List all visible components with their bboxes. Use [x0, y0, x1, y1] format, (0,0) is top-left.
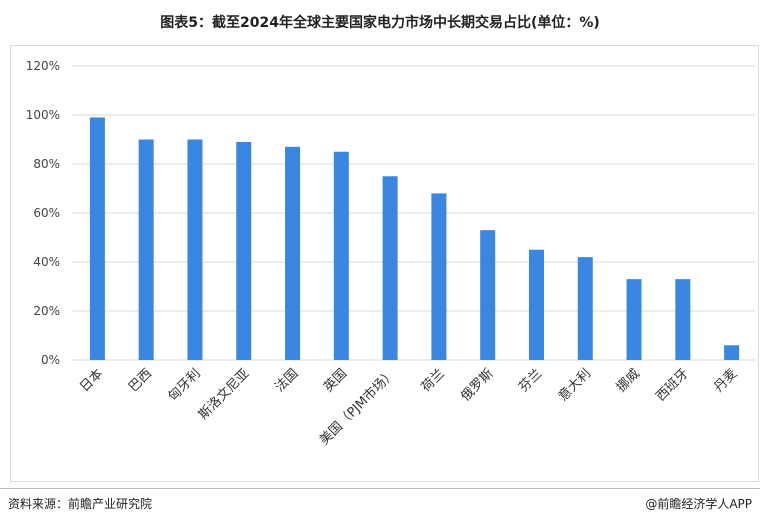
x-tick-label: 西班牙	[653, 366, 691, 404]
bar	[89, 117, 105, 360]
bar	[431, 193, 447, 360]
y-tick-label: 0%	[41, 353, 60, 367]
chart-frame	[10, 45, 759, 482]
x-tick-label: 法国	[272, 366, 301, 395]
source-note: 资料来源：前瞻产业研究院	[8, 497, 153, 511]
bar	[187, 139, 203, 360]
credit-note: @前瞻经济学人APP	[645, 497, 752, 511]
bar	[138, 139, 154, 360]
x-tick-label: 意大利	[555, 366, 594, 405]
y-tick-label: 40%	[33, 255, 60, 269]
x-tick-label: 英国	[321, 366, 350, 395]
x-tick-label: 匈牙利	[166, 366, 204, 404]
x-tick-label: 巴西	[126, 366, 155, 395]
y-tick-label: 100%	[26, 108, 60, 122]
bar	[333, 151, 349, 360]
chart-title: 图表5：截至2024年全球主要国家电力市场中长期交易占比(单位：%)	[160, 15, 600, 31]
bar	[236, 141, 252, 360]
bar	[382, 176, 398, 360]
x-tick-label: 斯洛文尼亚	[196, 366, 253, 423]
bar	[285, 146, 301, 360]
y-tick-label: 120%	[26, 59, 60, 73]
bar	[626, 279, 642, 360]
y-tick-label: 60%	[33, 206, 60, 220]
x-tick-label: 俄罗斯	[458, 366, 496, 404]
bar	[675, 279, 691, 360]
x-tick-label: 丹麦	[711, 366, 740, 395]
divider	[0, 488, 760, 489]
bar	[528, 249, 544, 360]
bar	[724, 345, 740, 360]
y-tick-label: 80%	[33, 157, 60, 171]
x-tick-label: 挪威	[614, 366, 643, 395]
y-tick-label: 20%	[33, 304, 60, 318]
x-tick-label: 荷兰	[419, 366, 448, 395]
x-tick-label: 芬兰	[516, 366, 545, 395]
x-tick-label: 日本	[77, 366, 106, 395]
bar	[577, 257, 593, 360]
bar	[480, 230, 496, 360]
